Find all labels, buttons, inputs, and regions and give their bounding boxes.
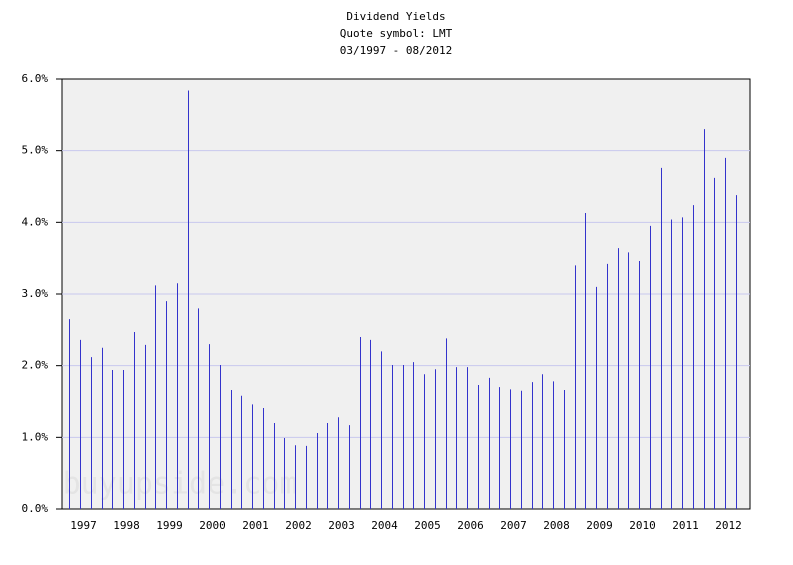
y-tick-label: 4.0% [22, 215, 49, 228]
x-tick-label: 2003 [328, 519, 355, 532]
y-tick-label: 1.0% [22, 430, 49, 443]
x-tick-label: 2005 [414, 519, 441, 532]
x-tick-label: 2009 [586, 519, 613, 532]
x-tick-label: 1997 [70, 519, 97, 532]
y-tick-label: 5.0% [22, 144, 49, 157]
x-tick-label: 2007 [500, 519, 527, 532]
chart-title: Dividend Yields [346, 10, 445, 23]
x-tick-label: 2008 [543, 519, 570, 532]
x-tick-label: 2010 [629, 519, 656, 532]
x-tick-label: 2004 [371, 519, 398, 532]
x-tick-label: 1998 [113, 519, 140, 532]
date-range: 03/1997 - 08/2012 [340, 44, 453, 57]
x-tick-label: 1999 [156, 519, 183, 532]
y-tick-label: 6.0% [22, 72, 49, 85]
x-tick-label: 2000 [199, 519, 226, 532]
x-tick-label: 2001 [242, 519, 269, 532]
x-tick-label: 2002 [285, 519, 312, 532]
chart-subtitle: Quote symbol: LMT [340, 27, 453, 40]
watermark: buyupside.com [63, 467, 298, 502]
x-tick-label: 2011 [672, 519, 699, 532]
x-tick-label: 2006 [457, 519, 484, 532]
y-tick-label: 3.0% [22, 287, 49, 300]
y-tick-label: 2.0% [22, 359, 49, 372]
y-tick-label: 0.0% [22, 502, 49, 515]
x-tick-label: 2012 [715, 519, 742, 532]
